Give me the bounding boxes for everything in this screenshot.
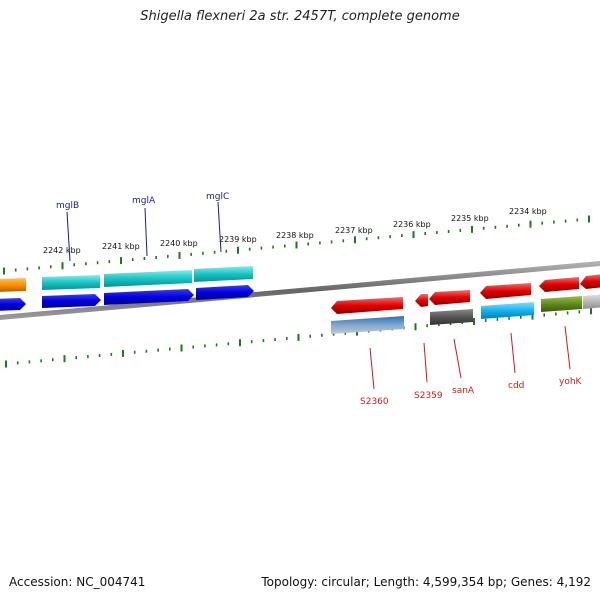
tick-label: 2237 kbp — [335, 226, 373, 235]
gene-arrow-reverse[interactable] — [480, 283, 531, 299]
tick-label: 2235 kbp — [451, 214, 489, 223]
gene-arrow-cyan[interactable] — [42, 275, 100, 290]
reverse-strand-track — [331, 274, 600, 314]
gene-block[interactable] — [331, 316, 404, 334]
gene-arrow-forward[interactable] — [104, 289, 194, 305]
gene-arrow-cyan[interactable] — [104, 270, 192, 287]
gene-arrow-forward[interactable] — [196, 285, 254, 300]
gene-label[interactable]: mglC — [206, 192, 229, 202]
gene-label[interactable]: sanA — [452, 386, 475, 396]
gene-label[interactable]: S2359 — [414, 391, 443, 401]
gene-label[interactable]: mglA — [132, 196, 156, 206]
gene-label[interactable]: yohK — [559, 377, 583, 387]
gene-block[interactable] — [583, 294, 600, 309]
gene-callout-line — [453, 338, 462, 379]
gene-callout-line — [423, 342, 428, 383]
gene-arrow-forward[interactable] — [42, 294, 101, 308]
gene-callout-line — [144, 207, 148, 257]
gene-arrow-reverse[interactable] — [580, 274, 600, 289]
topology-label: Topology: circular; Length: 4,599,354 bp… — [261, 575, 591, 589]
gene-arrow-cyan[interactable] — [0, 278, 26, 292]
gene-arrow-forward[interactable] — [0, 298, 26, 311]
reverse-cog-track — [331, 294, 600, 334]
tick-label: 2234 kbp — [509, 207, 547, 216]
gene-block[interactable] — [481, 302, 534, 319]
genome-backbone — [0, 260, 600, 321]
accession-label: Accession: NC_004741 — [9, 575, 146, 589]
gene-arrow-reverse[interactable] — [331, 297, 403, 314]
tick-label: 2236 kbp — [393, 220, 431, 229]
gene-block[interactable] — [541, 296, 582, 312]
gene-callout-line — [66, 211, 71, 262]
tick-label: 2239 kbp — [219, 235, 257, 244]
gene-arrow-cyan[interactable] — [194, 266, 253, 282]
gene-label[interactable]: S2360 — [360, 397, 389, 407]
gene-callout-line — [369, 347, 375, 390]
gene-arrow-reverse[interactable] — [429, 290, 470, 305]
gene-label[interactable]: cdd — [508, 381, 524, 391]
map-title: Shigella flexneri 2a str. 2457T, complet… — [140, 9, 460, 24]
gene-label[interactable]: mglB — [56, 201, 79, 211]
tick-label: 2240 kbp — [160, 239, 198, 248]
tick-label: 2242 kbp — [43, 246, 81, 255]
forward-cog-track — [0, 266, 253, 292]
gene-callout-line — [564, 325, 571, 370]
gene-block[interactable] — [430, 309, 473, 325]
forward-strand-track — [0, 285, 254, 311]
tick-label: 2238 kbp — [276, 231, 314, 240]
outer-tick-track — [3, 215, 590, 275]
gene-callout-line — [217, 201, 222, 253]
gene-arrow-reverse[interactable] — [539, 277, 579, 292]
tick-label: 2241 kbp — [102, 242, 140, 251]
gene-callout-line — [510, 332, 516, 374]
gene-arrow-reverse[interactable] — [415, 294, 428, 307]
